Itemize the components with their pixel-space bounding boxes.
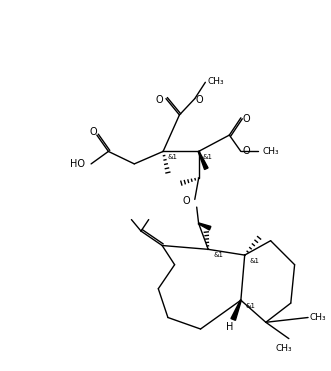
Text: CH₃: CH₃: [208, 77, 224, 86]
Text: &1: &1: [214, 252, 224, 258]
Text: O: O: [89, 127, 97, 137]
Text: &1: &1: [250, 258, 260, 264]
Text: &1: &1: [246, 303, 256, 309]
Polygon shape: [198, 151, 208, 170]
Text: O: O: [243, 147, 251, 157]
Text: CH₃: CH₃: [276, 344, 292, 353]
Polygon shape: [231, 300, 241, 320]
Polygon shape: [199, 223, 211, 230]
Text: O: O: [156, 95, 163, 105]
Text: CH₃: CH₃: [309, 313, 326, 322]
Text: H: H: [226, 322, 233, 332]
Text: HO: HO: [70, 159, 85, 169]
Text: CH₃: CH₃: [262, 147, 279, 156]
Text: O: O: [182, 196, 190, 206]
Text: &1: &1: [168, 154, 178, 160]
Text: O: O: [243, 114, 251, 124]
Text: O: O: [196, 95, 203, 105]
Text: &1: &1: [203, 154, 213, 160]
